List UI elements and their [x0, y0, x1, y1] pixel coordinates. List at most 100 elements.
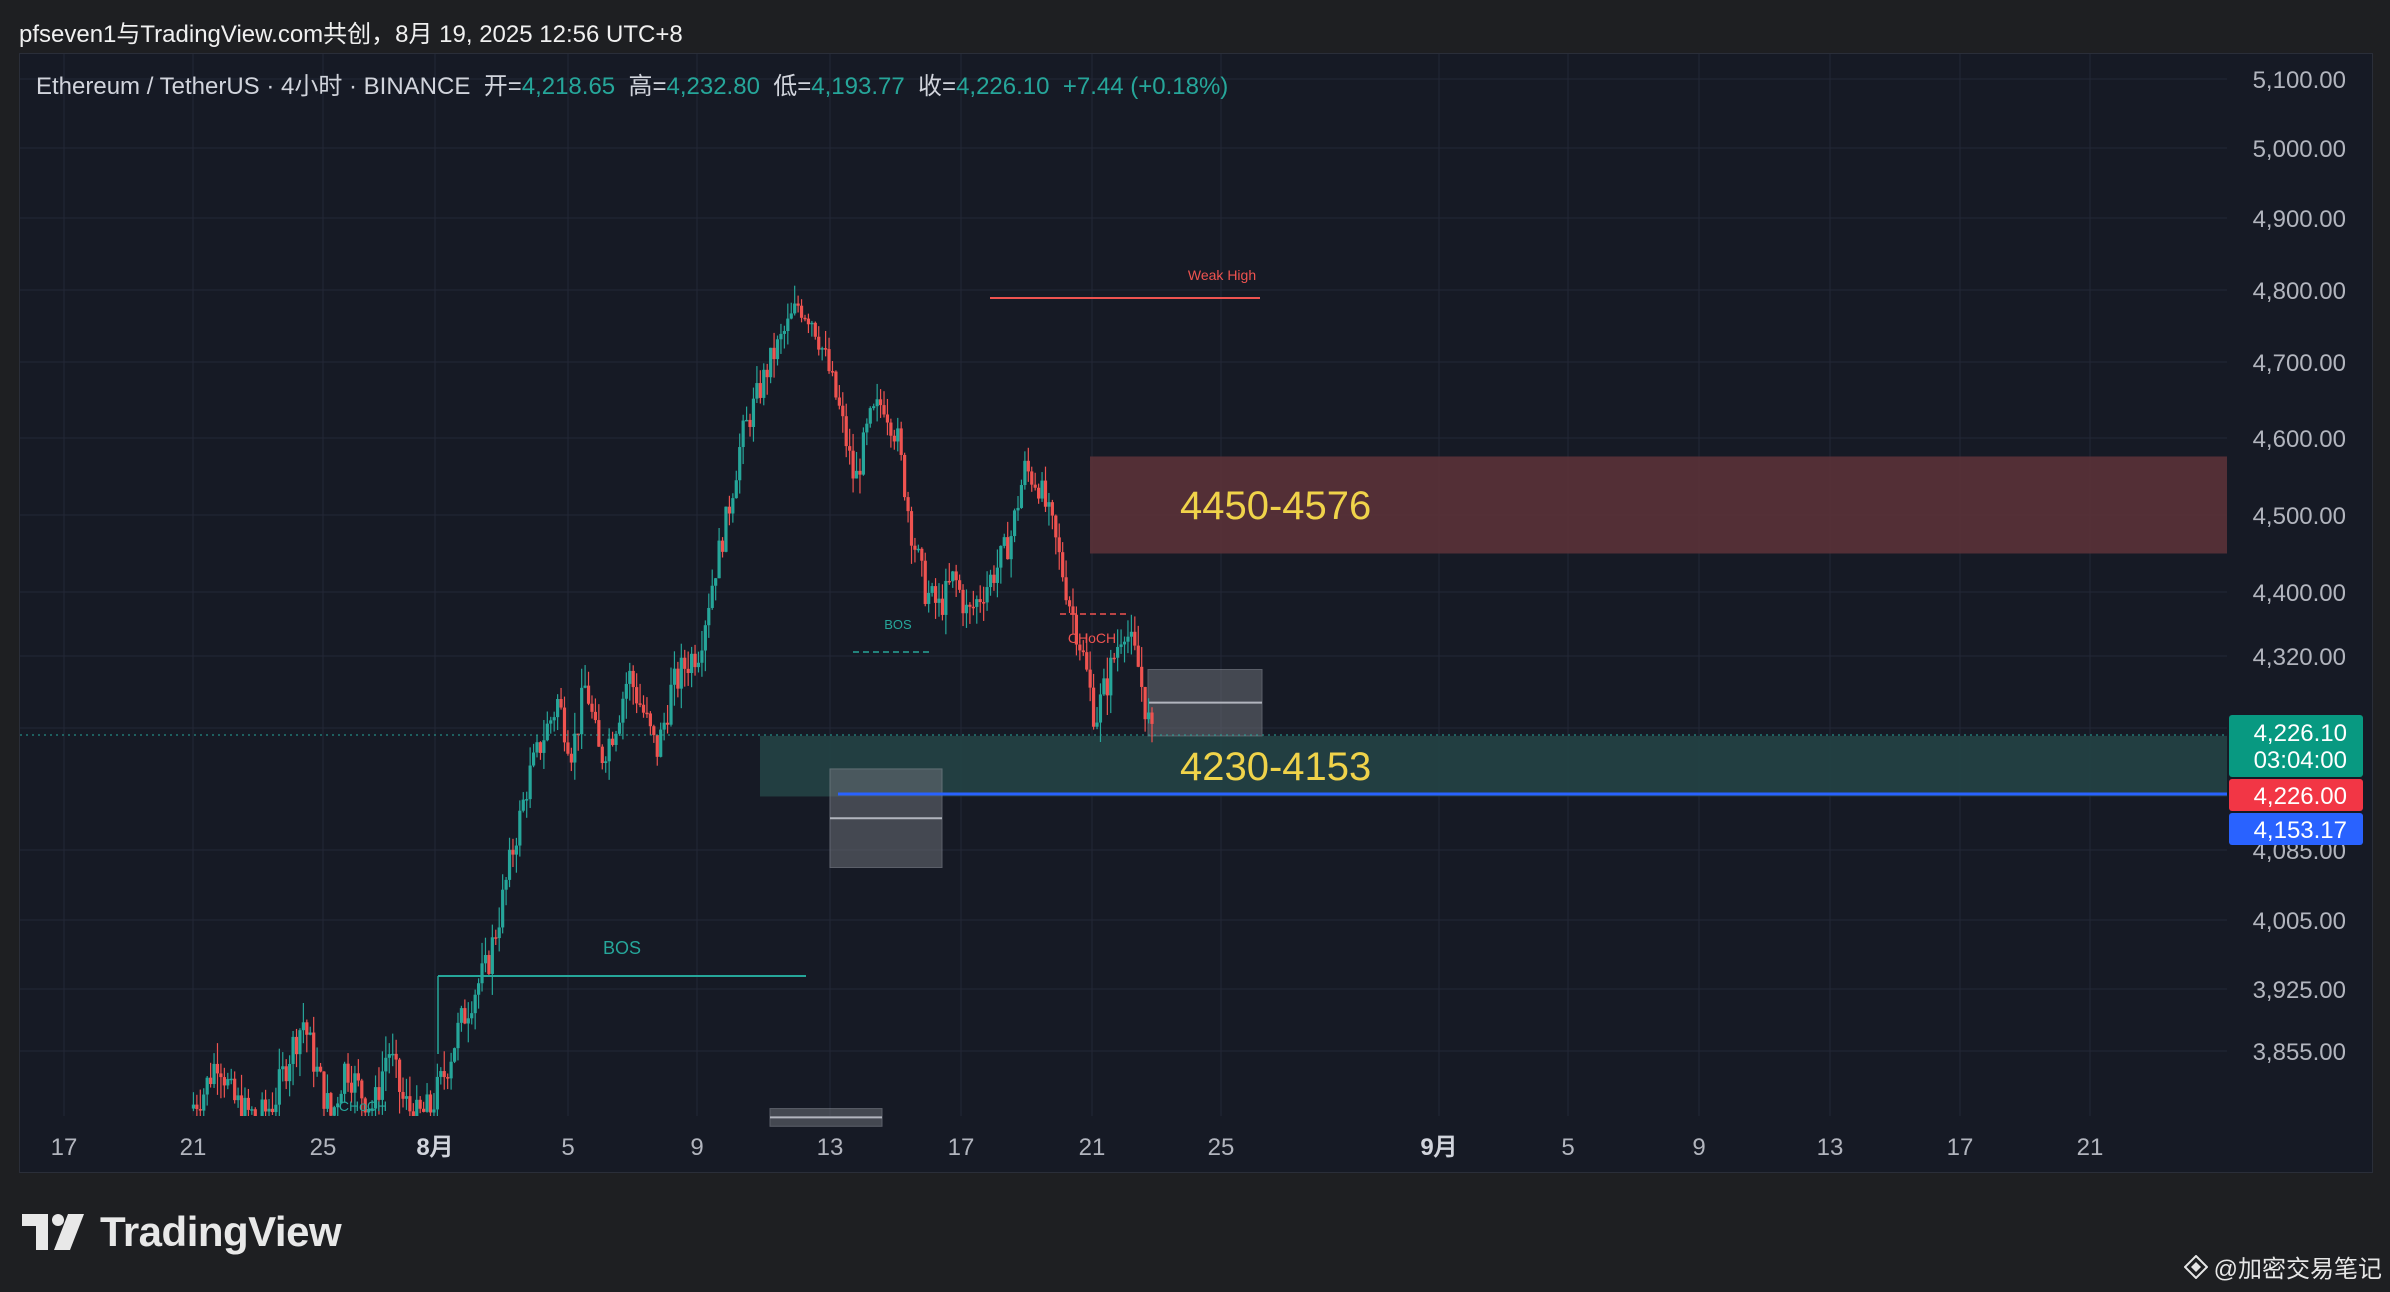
candle-body: [511, 849, 515, 855]
candle-body: [507, 849, 512, 880]
candle-body: [827, 349, 831, 372]
candle-body: [755, 383, 759, 399]
candle-body: [284, 1066, 288, 1082]
candle-body: [988, 574, 993, 588]
candle-body: [209, 1077, 213, 1085]
candle-body: [373, 1087, 378, 1109]
candle-body: [899, 428, 903, 455]
candle-body: [944, 580, 948, 615]
legend-close-label: 收=: [918, 73, 956, 100]
candle-body: [586, 685, 591, 704]
candle-body: [930, 586, 934, 593]
candle-body: [920, 548, 924, 561]
bos-label: BOS: [603, 938, 641, 958]
candle-body: [1050, 502, 1054, 516]
candle-body: [982, 602, 986, 604]
x-tick-label: 13: [1817, 1134, 1844, 1161]
x-tick-label: 9: [690, 1134, 703, 1161]
candle-body: [1061, 552, 1065, 578]
tradingview-logo[interactable]: TradingView: [22, 1204, 342, 1260]
candle-body: [597, 720, 601, 747]
candle-body: [933, 586, 938, 603]
candle-body: [439, 1071, 443, 1077]
candle-body: [545, 723, 549, 741]
candle-body: [425, 1094, 429, 1112]
chart-panel[interactable]: 4450-4576 4230-4153 Weak High BOS BOS CHoCH CH…: [19, 53, 2373, 1173]
candle-body: [1037, 487, 1041, 499]
candle-body: [559, 699, 563, 708]
candle-body: [422, 1108, 426, 1112]
candle-body: [593, 711, 598, 721]
candle-body: [538, 742, 543, 753]
candle-body: [641, 704, 646, 713]
candle-body: [772, 347, 776, 360]
candle-body: [834, 371, 838, 398]
candle-body: [830, 371, 835, 373]
candle-body: [635, 687, 639, 704]
candle-body: [806, 318, 811, 325]
candle-body: [525, 799, 529, 801]
candle-body: [700, 650, 704, 663]
candle-body: [1126, 636, 1130, 642]
candle-body: [669, 684, 673, 725]
price-chart[interactable]: 4450-4576 4230-4153 Weak High BOS BOS CHoCH CH…: [20, 54, 2372, 1172]
candle-body: [466, 1018, 470, 1024]
candle-body: [851, 450, 855, 479]
candle-body: [958, 580, 962, 590]
author-watermark: @加密交易笔记: [2183, 1249, 2382, 1284]
candle-body: [435, 1076, 439, 1110]
candle-body: [1012, 510, 1017, 537]
candle-body: [363, 1098, 367, 1113]
candle-body: [782, 331, 786, 334]
candle-body: [288, 1064, 292, 1082]
candle-body: [1085, 652, 1089, 670]
candle-body: [889, 422, 893, 436]
candle-body: [1112, 657, 1116, 660]
candle-body: [401, 1091, 405, 1099]
candle-body: [968, 604, 972, 607]
candle-body: [1098, 694, 1103, 723]
legend-low: 4,193.77: [811, 73, 918, 100]
candle-body: [449, 1061, 453, 1079]
candle-body: [631, 670, 635, 688]
candle-body: [861, 432, 865, 475]
candle-body: [665, 722, 670, 725]
candle-body: [556, 699, 560, 718]
candle-body: [452, 1048, 457, 1062]
candle-body: [1054, 515, 1058, 538]
candle-body: [1102, 678, 1106, 695]
candle-body: [610, 738, 615, 745]
x-tick-label: 9: [1692, 1134, 1705, 1161]
candle-body: [1026, 460, 1030, 472]
chart-header-credit: pfseven1与TradingView.com共创，8月 19, 2025 1…: [19, 21, 683, 48]
candle-body: [329, 1093, 333, 1116]
candle-body: [583, 685, 587, 688]
close-price-value: 4,226.00: [2254, 783, 2347, 810]
candle-body: [339, 1093, 343, 1104]
candle-body: [549, 720, 553, 724]
y-tick-label: 4,320.00: [2253, 644, 2346, 671]
candle-body: [521, 799, 525, 811]
candle-body: [758, 383, 762, 398]
candle-body: [487, 955, 491, 974]
x-tick-label: 21: [180, 1134, 207, 1161]
candle-body: [590, 703, 594, 712]
y-tick-label: 4,005.00: [2253, 908, 2346, 935]
candle-body: [411, 1111, 415, 1116]
candle-body: [858, 470, 862, 475]
candle-body: [569, 753, 573, 763]
candle-body: [793, 303, 797, 314]
candle-body: [1129, 631, 1133, 637]
candle-body: [573, 733, 577, 763]
candle-body: [1116, 646, 1120, 658]
candle-body: [322, 1071, 326, 1109]
candle-body: [940, 598, 945, 615]
candle-body: [1136, 645, 1140, 667]
candle-body: [497, 927, 501, 939]
candle-body: [854, 470, 859, 479]
candle-body: [191, 1104, 196, 1109]
x-tick-label: 5: [1561, 1134, 1574, 1161]
candle-body: [892, 435, 896, 442]
candle-body: [384, 1057, 388, 1072]
candle-body: [803, 317, 807, 320]
